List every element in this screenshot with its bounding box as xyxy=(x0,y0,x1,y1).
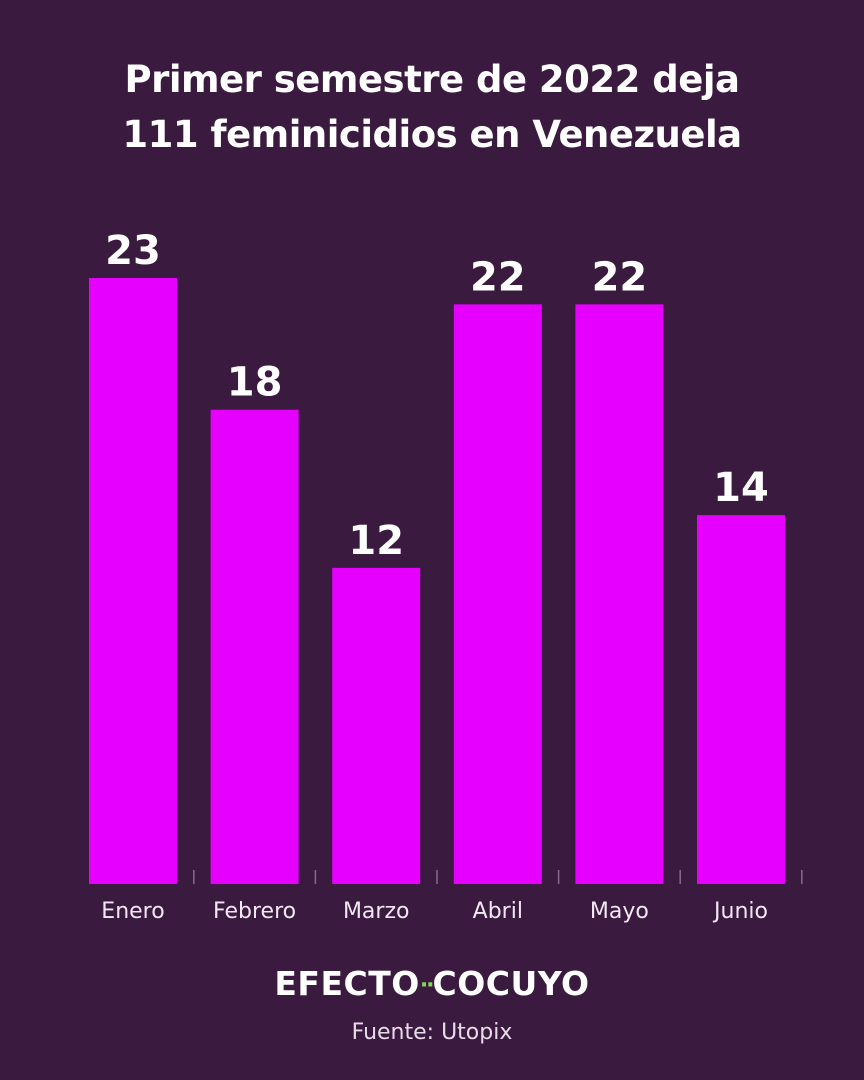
source-note: Fuente: Utopix xyxy=(351,1020,513,1045)
data-label-febrero: 18 xyxy=(227,360,283,406)
x-tick-label-marzo: Marzo xyxy=(343,899,410,924)
brand-logo-right: COCUYO xyxy=(432,964,590,1003)
chart-title-line-2: 111 feminicidios en Venezuela xyxy=(122,113,742,156)
x-tick-label-junio: Junio xyxy=(712,899,768,924)
x-tick-label-abril: Abril xyxy=(473,899,523,924)
bar-junio xyxy=(697,515,785,884)
brand-logo-separator: ·· xyxy=(419,973,435,998)
chart-title-line-1: Primer semestre de 2022 deja xyxy=(124,58,740,101)
data-label-mayo: 22 xyxy=(592,254,648,300)
x-tick-label-enero: Enero xyxy=(101,899,164,924)
data-label-enero: 23 xyxy=(105,228,161,274)
bar-marzo xyxy=(332,567,421,884)
bar-mayo xyxy=(575,304,664,884)
data-label-junio: 14 xyxy=(713,465,769,511)
data-label-abril: 22 xyxy=(470,254,526,300)
brand-logo: EFECTO··COCUYO xyxy=(0,964,864,1003)
x-tick-label-febrero: Febrero xyxy=(213,899,296,924)
data-label-marzo: 12 xyxy=(348,518,404,564)
x-tick-label-mayo: Mayo xyxy=(590,899,649,924)
bar-enero xyxy=(89,278,177,884)
brand-logo-left: EFECTO xyxy=(274,964,420,1003)
bar-abril xyxy=(453,304,542,884)
bar-chart: 23 Enero 18 Febrero 12 Marzo 22 Abril 22 Mayo 14 Ju… xyxy=(89,228,803,924)
bar-febrero xyxy=(210,409,299,884)
chart-title: Primer semestre de 2022 deja 111 feminic… xyxy=(0,52,864,162)
